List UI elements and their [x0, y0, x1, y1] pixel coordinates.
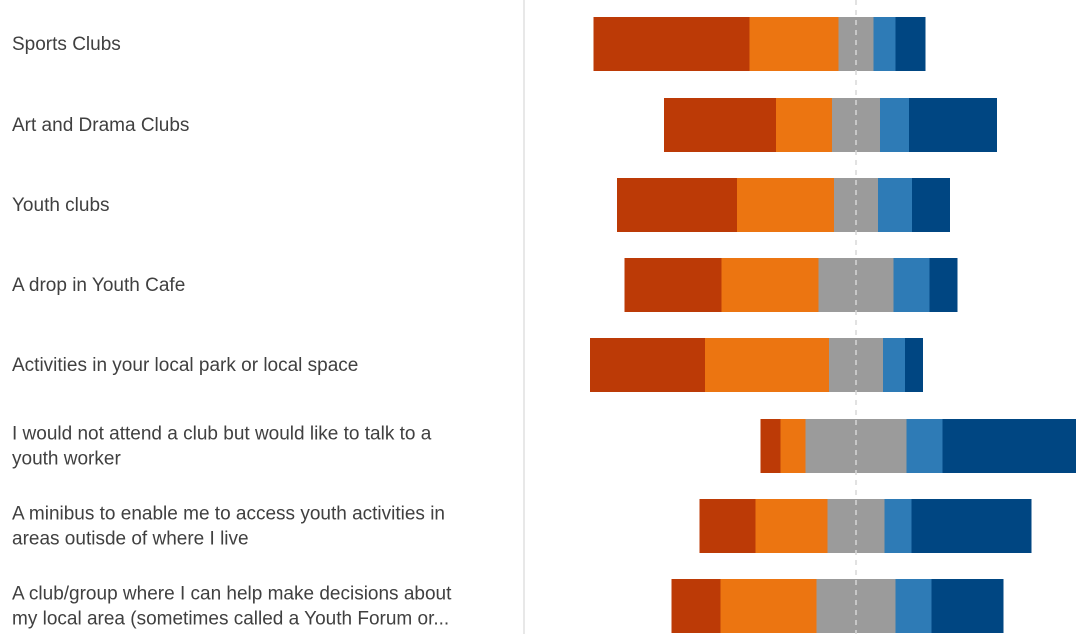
category-label-5: Activities in your local park or local s… [12, 355, 358, 376]
bar-segment-6-4 [906, 419, 943, 473]
category-label-4: A drop in Youth Cafe [12, 275, 185, 296]
bar-segment-2-2 [776, 98, 832, 152]
bar-segment-2-5 [909, 98, 997, 152]
bar-segment-8-1 [671, 579, 721, 633]
bar-segment-1-5 [895, 17, 926, 71]
bar-segment-1-2 [749, 17, 839, 71]
bar-segment-7-4 [884, 499, 912, 553]
bar-segment-5-5 [905, 338, 923, 392]
bar-series-group [590, 17, 1076, 633]
bar-segment-4-1 [624, 258, 722, 312]
bar-segment-6-1 [760, 419, 781, 473]
bar-segment-4-2 [721, 258, 819, 312]
category-label-2: Art and Drama Clubs [12, 115, 189, 136]
bar-segment-5-4 [883, 338, 905, 392]
bar-segment-3-4 [878, 178, 912, 232]
bar-segment-3-5 [912, 178, 950, 232]
bar-segment-1-1 [593, 17, 750, 71]
category-label-1: Sports Clubs [12, 34, 121, 55]
bar-segment-2-1 [664, 98, 776, 152]
bar-segment-5-1 [590, 338, 705, 392]
bar-segment-7-2 [755, 499, 828, 553]
bar-segment-3-1 [617, 178, 737, 232]
bar-segment-6-5 [942, 419, 1076, 473]
bar-segment-8-5 [931, 579, 1004, 633]
bar-segment-6-2 [780, 419, 806, 473]
bar-segment-7-5 [911, 499, 1032, 553]
bar-segment-8-4 [895, 579, 932, 633]
category-label-3: Youth clubs [12, 195, 110, 216]
category-label-7-line-2: areas outisde of where I live [12, 529, 249, 550]
bar-segment-5-2 [705, 338, 829, 392]
category-label-8-line-2: my local area (sometimes called a Youth … [12, 609, 449, 630]
category-label-7-line-1: A minibus to enable me to access youth a… [12, 504, 445, 525]
bar-segment-2-4 [880, 98, 909, 152]
category-label-6-line-1: I would not attend a club but would like… [12, 424, 432, 445]
bar-segment-4-4 [893, 258, 930, 312]
category-label-8-line-1: A club/group where I can help make decis… [12, 584, 452, 605]
bar-segment-3-2 [737, 178, 834, 232]
bar-segment-8-2 [720, 579, 817, 633]
bar-segment-4-5 [929, 258, 958, 312]
category-labels: Sports Clubs Art and Drama Clubs Youth clu… [12, 34, 452, 630]
category-label-6-line-2: youth worker [12, 449, 121, 470]
bar-segment-7-1 [699, 499, 756, 553]
bar-segment-1-4 [873, 17, 896, 71]
